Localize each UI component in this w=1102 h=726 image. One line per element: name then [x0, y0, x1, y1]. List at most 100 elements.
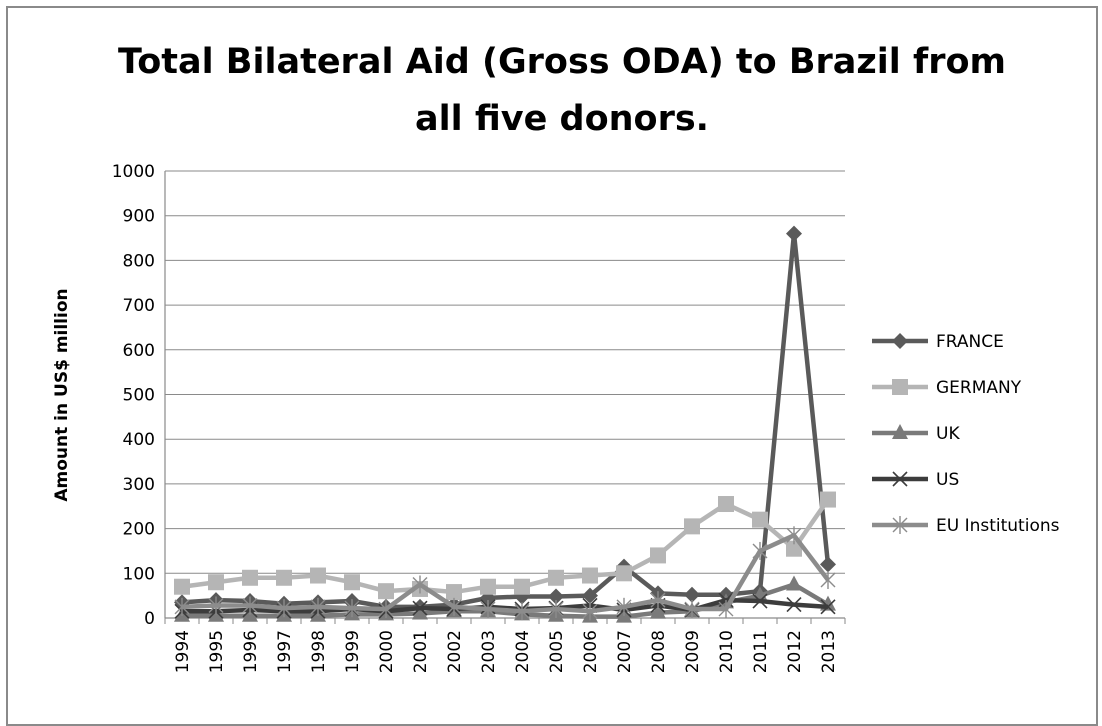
- x-tick-label: 1999: [343, 630, 363, 673]
- legend-item-france: FRANCE: [872, 332, 1004, 352]
- data-point-germany: [378, 583, 394, 600]
- x-tick-label: 1997: [275, 630, 295, 673]
- x-tick-label: 2009: [683, 630, 703, 673]
- x-tick-label: 2008: [649, 630, 669, 673]
- data-point-germany: [718, 496, 734, 513]
- data-point-germany: [276, 569, 292, 586]
- data-point-eu-institutions: [446, 597, 462, 616]
- data-point-eu-institutions: [378, 600, 394, 619]
- x-tick-label: 1996: [241, 630, 261, 673]
- data-point-eu-institutions: [786, 526, 802, 545]
- data-point-germany: [548, 569, 564, 586]
- data-point-uk: [786, 575, 802, 591]
- legend-item-uk: UK: [872, 424, 960, 444]
- x-tick-label: 2010: [717, 630, 737, 673]
- data-point-eu-institutions: [310, 597, 326, 616]
- chart-title-line-1: Total Bilateral Aid (Gross ODA) to Brazi…: [118, 42, 1006, 82]
- x-tick-label: 2001: [411, 630, 431, 673]
- y-axis-title: Amount in US$ million: [52, 288, 72, 501]
- data-point-eu-institutions: [582, 602, 598, 621]
- data-point-germany: [582, 567, 598, 584]
- data-point-eu-institutions: [174, 597, 190, 616]
- x-tick-label: 2007: [615, 630, 635, 673]
- data-point-us: [412, 600, 428, 616]
- legend-item-us: US: [872, 470, 959, 490]
- data-point-germany: [786, 540, 802, 557]
- data-point-us: [786, 597, 802, 613]
- data-point-eu-institutions: [718, 600, 734, 619]
- data-point-eu-institutions: [344, 599, 360, 618]
- series: [174, 225, 836, 623]
- x-tick-label: 2002: [445, 630, 465, 673]
- series-line-france: [181, 231, 831, 610]
- data-point-eu-institutions: [616, 597, 632, 616]
- data-point-eu-institutions: [514, 602, 530, 621]
- data-point-uk: [412, 604, 428, 620]
- x-tick-label: 2005: [547, 630, 567, 673]
- data-point-germany: [310, 567, 326, 584]
- data-point-eu-institutions: [276, 599, 292, 618]
- data-point-france: [684, 586, 700, 603]
- x-tick-label: 2003: [479, 630, 499, 673]
- data-point-germany: [684, 518, 700, 535]
- x-tick-labels: 1994 1995 1996 1997 1998 1999 2000 2001 2002 2003…: [173, 630, 839, 673]
- x-tick-label: 2012: [785, 630, 805, 673]
- data-point-germany: [208, 574, 224, 591]
- data-point-france: [820, 556, 836, 573]
- legend-item-eu-institutions: EU Institutions: [872, 516, 1060, 536]
- data-point-france: [786, 225, 802, 242]
- data-point-eu-institutions: [208, 596, 224, 615]
- y-tick-label: 0: [144, 609, 155, 629]
- legend: FRANCE GERMANY UK US EU Institutions: [872, 332, 1060, 536]
- data-point-germany: [446, 584, 462, 601]
- legend-label: US: [936, 470, 959, 490]
- x-tick-label: 2011: [751, 630, 771, 673]
- data-point-eu-institutions: [820, 571, 836, 590]
- legend-marker: [892, 424, 908, 439]
- chart-title-line-2: all five donors.: [415, 99, 709, 139]
- legend-marker: [892, 379, 908, 395]
- data-point-germany: [514, 578, 530, 595]
- x-tick-label: 2000: [377, 630, 397, 673]
- data-point-germany: [820, 491, 836, 508]
- data-point-germany: [650, 547, 666, 564]
- data-point-germany: [752, 511, 768, 528]
- series-line-eu-institutions: [181, 533, 830, 614]
- y-tick-label: 500: [123, 386, 155, 406]
- data-point-eu-institutions: [480, 600, 496, 619]
- data-point-france: [582, 587, 598, 604]
- x-tick-label: 1998: [309, 630, 329, 673]
- legend-label: EU Institutions: [936, 516, 1060, 536]
- legend-marker: [892, 333, 908, 349]
- legend-label: UK: [936, 424, 960, 444]
- data-point-eu-institutions: [412, 575, 428, 594]
- data-point-germany: [174, 578, 190, 595]
- data-point-uk: [650, 603, 666, 619]
- x-tick-label: 2006: [581, 630, 601, 673]
- data-point-us: [752, 593, 768, 609]
- y-tick-label: 100: [123, 564, 155, 584]
- data-point-eu-institutions: [650, 591, 666, 610]
- data-point-germany: [242, 569, 258, 586]
- y-tick-label: 600: [123, 341, 155, 361]
- data-point-eu-institutions: [242, 596, 258, 615]
- legend-label: GERMANY: [936, 378, 1022, 398]
- legend-item-germany: GERMANY: [872, 378, 1022, 398]
- x-tick-label: 2004: [513, 630, 533, 673]
- data-point-eu-institutions: [548, 600, 564, 619]
- legend-marker: [892, 516, 908, 534]
- legend-marker: [892, 471, 908, 487]
- y-tick-label: 300: [123, 475, 155, 495]
- x-tick-label: 2013: [819, 630, 839, 673]
- y-tick-label: 400: [123, 430, 155, 450]
- x-tick-label: 1994: [173, 630, 193, 673]
- y-tick-labels: 0 100 200 300 400 500 600 700 800 900 1000: [112, 162, 155, 629]
- data-point-germany: [480, 578, 496, 595]
- y-tick-label: 200: [123, 520, 155, 540]
- data-point-germany: [344, 574, 360, 591]
- data-point-germany: [616, 565, 632, 582]
- data-point-eu-institutions: [752, 541, 768, 560]
- y-tick-label: 800: [123, 251, 155, 271]
- data-point-us: [820, 599, 836, 615]
